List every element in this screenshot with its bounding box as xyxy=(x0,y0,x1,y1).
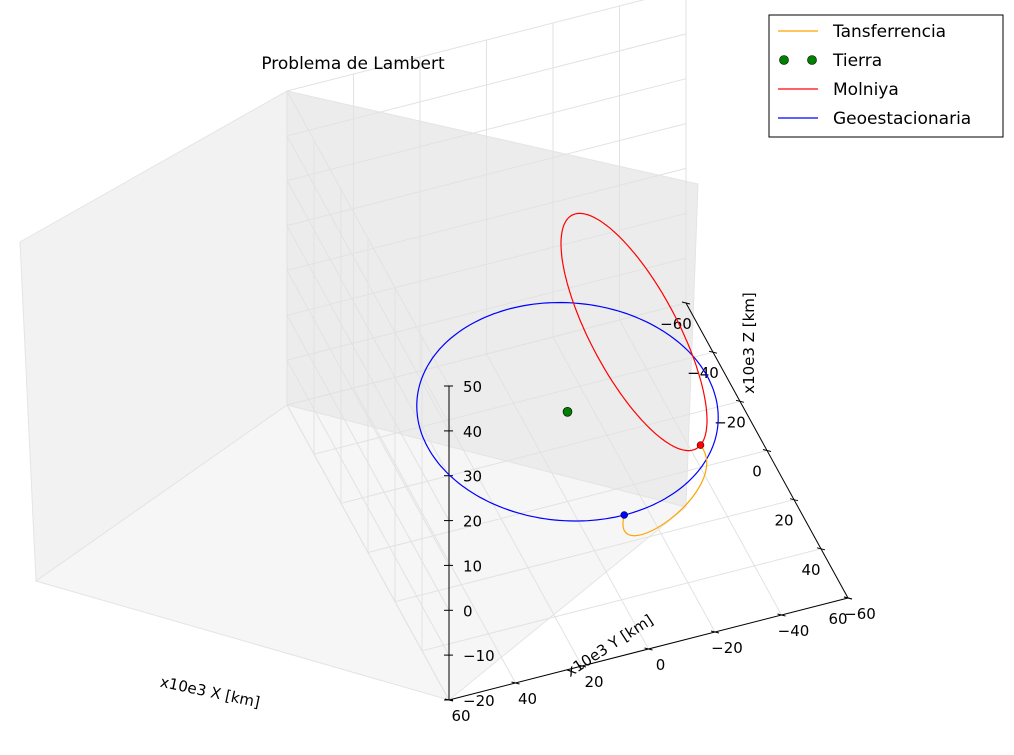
legend-label-3: Geoestacionaria xyxy=(833,109,971,129)
y-tick-label: −60 xyxy=(844,605,876,623)
legend-box xyxy=(768,14,1004,138)
y-tick-label: 60 xyxy=(451,707,470,725)
floor-pane xyxy=(34,404,688,701)
x-tick-label: −60 xyxy=(660,315,692,333)
z-axis-label: x10e3 Z [km] xyxy=(740,292,758,394)
grid-line xyxy=(353,387,516,684)
grid-line xyxy=(286,90,450,387)
series-group xyxy=(416,212,719,537)
y-tick-label: 40 xyxy=(518,690,537,708)
z-tick-label: −10 xyxy=(463,647,495,665)
y-tick-label: −20 xyxy=(711,639,743,657)
grid-line xyxy=(286,78,687,182)
grid-line xyxy=(286,270,450,566)
y-tick xyxy=(644,647,653,651)
y-tick-label: 0 xyxy=(656,656,666,674)
series-tansferrencia xyxy=(622,444,708,537)
molniya-departure-marker xyxy=(696,441,705,449)
grid-line xyxy=(286,315,450,611)
x-tick-label: 20 xyxy=(774,512,793,530)
y-tick xyxy=(577,664,587,668)
z-tick-label: 40 xyxy=(463,423,482,441)
x-tick xyxy=(789,498,799,502)
series-tierra xyxy=(562,406,573,417)
legend-label-0: Tansferrencia xyxy=(832,22,946,42)
x-tick-label: 60 xyxy=(828,610,847,628)
series-geoestacionaria xyxy=(416,301,719,522)
x-tick xyxy=(708,350,718,354)
grid-line xyxy=(286,302,687,406)
grid-line xyxy=(286,225,450,521)
legend-label-2: Molniya xyxy=(833,80,899,100)
grid-line xyxy=(286,0,645,92)
x-tick xyxy=(681,301,691,305)
grid-line xyxy=(286,404,450,701)
grid-line xyxy=(286,33,687,137)
grid-line xyxy=(286,212,687,316)
legend: Tansferrencia Tierra Molniya Geoestacionari… xyxy=(768,14,1004,138)
z-tick-label: 0 xyxy=(463,602,473,620)
x-tick-label: −40 xyxy=(687,364,719,382)
legend-marker-1 xyxy=(779,55,789,65)
grid-line xyxy=(286,167,687,271)
grid-line xyxy=(286,359,450,656)
y-tick xyxy=(511,681,520,685)
legend-label-1: Tierra xyxy=(832,51,882,71)
grid-line xyxy=(286,257,687,361)
z-tick-label: −20 xyxy=(463,692,495,710)
x-tick xyxy=(816,547,826,551)
y-tick xyxy=(710,630,720,634)
y-tick-label: 20 xyxy=(584,673,603,691)
x-axis-label: x10e3 X [km] xyxy=(158,673,261,712)
y-tick xyxy=(777,613,786,617)
z-tick-label: 20 xyxy=(463,513,482,531)
x-tick xyxy=(762,449,772,452)
geo-arrival-marker xyxy=(620,511,628,519)
x-tick-label: 0 xyxy=(752,463,762,481)
chart-title: Problema de Lambert xyxy=(261,54,445,74)
y-tick xyxy=(843,596,853,600)
grid-line xyxy=(419,370,583,667)
grid-line xyxy=(552,336,716,633)
y-axis-label: x10e3 Y [km] xyxy=(562,611,656,681)
grid-line xyxy=(286,135,450,432)
z-tick-label: 10 xyxy=(463,557,482,575)
z-tick-label: 30 xyxy=(463,468,482,486)
z-tick-label: 50 xyxy=(463,378,482,396)
x-tick-label: 40 xyxy=(801,561,820,579)
x-tick-label: −20 xyxy=(714,413,746,431)
legend-marker-1-b xyxy=(807,55,817,65)
grid-line xyxy=(486,353,649,650)
y-tick-label: −40 xyxy=(778,622,810,640)
grid-line xyxy=(286,123,687,227)
grid-line xyxy=(286,180,450,476)
x-tick xyxy=(735,399,745,403)
